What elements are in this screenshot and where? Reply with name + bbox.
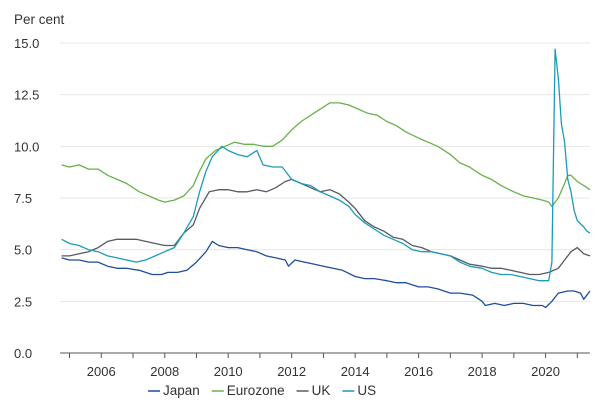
x-tick-label: 2020: [531, 364, 560, 379]
y-tick-label: 7.5: [14, 191, 32, 206]
gridlines: [60, 42, 590, 302]
legend-item-us: US: [357, 383, 376, 398]
y-tick-label: 5.0: [14, 243, 32, 258]
x-tick-label: 2010: [214, 364, 243, 379]
x-tick-label: 2018: [468, 364, 497, 379]
legend-item-japan: Japan: [163, 383, 200, 398]
series-line-eurozone: [61, 102, 591, 207]
series-lines: [61, 48, 591, 309]
y-tick-label: 0.0: [14, 346, 32, 361]
x-tick-label: 2012: [277, 364, 306, 379]
legend-item-eurozone: Eurozone: [227, 383, 285, 398]
y-axis-ticks: 0.0 2.5 5.0 7.5 10.0 12.5 15.0: [14, 36, 39, 361]
legend: Japan Eurozone UK US: [148, 383, 376, 398]
y-tick-label: 12.5: [14, 88, 39, 103]
y-axis-label: Per cent: [14, 12, 65, 27]
y-tick-label: 10.0: [14, 139, 39, 154]
x-tick-label: 2014: [341, 364, 370, 379]
series-line-japan: [61, 240, 591, 309]
x-tick-label: 2006: [87, 364, 116, 379]
y-tick-label: 2.5: [14, 294, 32, 309]
x-tick-label: 2008: [150, 364, 179, 379]
series-line-uk: [61, 178, 591, 276]
x-axis: 2006 2008 2010 2012 2014 2016 2018 2020: [60, 352, 590, 379]
legend-item-uk: UK: [312, 383, 331, 398]
x-tick-label: 2016: [404, 364, 433, 379]
y-tick-label: 15.0: [14, 36, 39, 51]
series-line-us: [61, 48, 591, 282]
